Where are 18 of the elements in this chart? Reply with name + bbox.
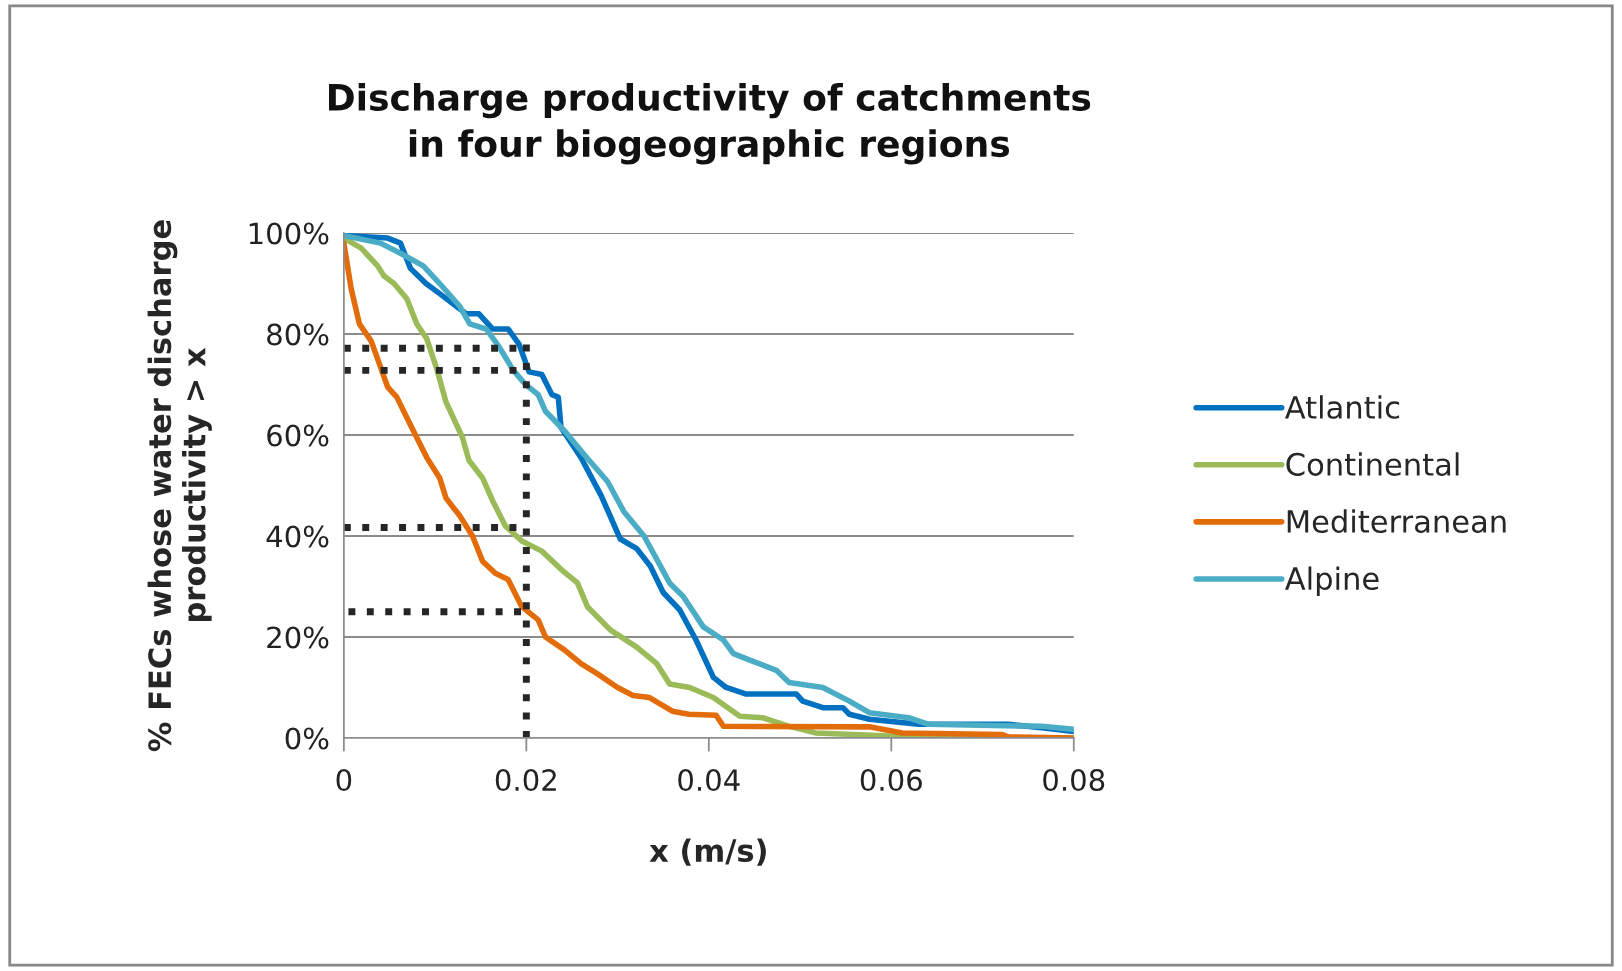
y-tick-label: 0% xyxy=(285,727,329,750)
x-tick-label: 0 xyxy=(336,769,352,792)
chart-title: Discharge productivity of catchments in four biogeographic regions xyxy=(329,83,1091,165)
legend-label: Atlantic xyxy=(1285,395,1400,419)
y-tick-label: 80% xyxy=(267,323,329,346)
y-tick-label: 100% xyxy=(249,222,329,245)
legend-label: Continental xyxy=(1286,452,1459,476)
x-tick-label: 0.08 xyxy=(1043,769,1105,792)
x-tick-label: 0.06 xyxy=(860,769,922,792)
y-axis-title: % FECs whose water discharge productivity > x xyxy=(147,220,212,752)
x-tick-label: 0.02 xyxy=(495,769,556,792)
y-tick-label: 60% xyxy=(267,424,329,447)
x-tick-label: 0.04 xyxy=(678,769,740,792)
x-axis-title: x (m/s) xyxy=(649,838,766,866)
y-tick-label: 40% xyxy=(266,525,329,548)
y-tick-label: 20% xyxy=(267,626,329,649)
legend-label: Mediterranean xyxy=(1287,509,1506,533)
legend-label: Alpine xyxy=(1285,566,1379,596)
